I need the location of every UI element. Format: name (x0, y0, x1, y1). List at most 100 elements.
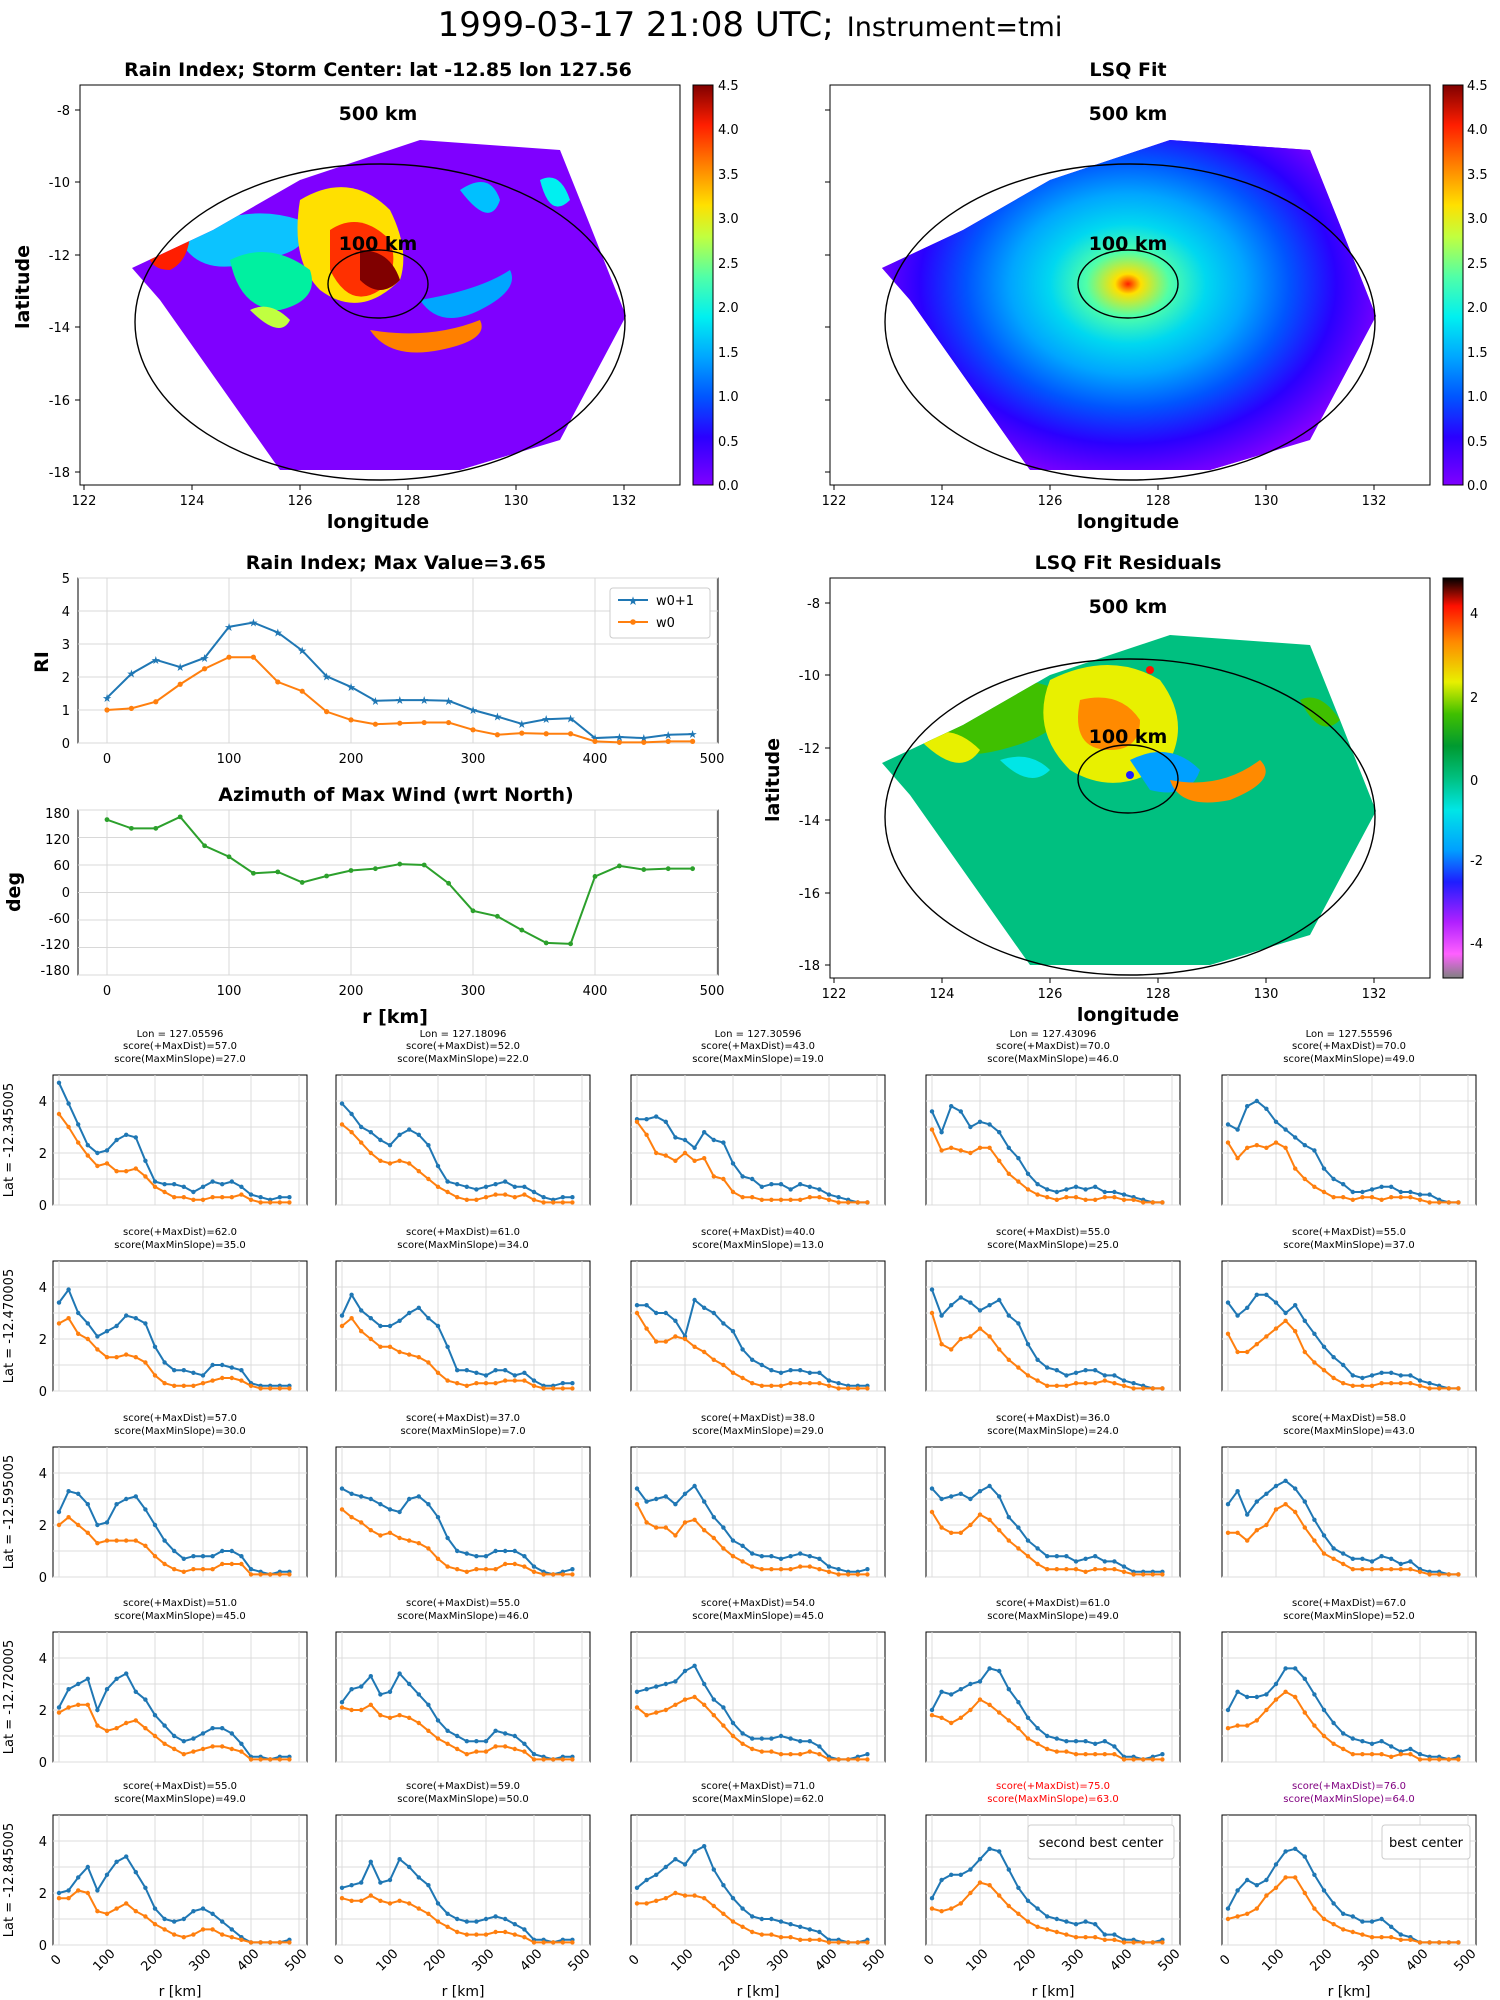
data-point (133, 1494, 138, 1499)
legend-label-w0: w0 (656, 616, 675, 631)
subplot-r4-c2: score(+MaxDist)=71.0score(MaxMinSlope)=6… (626, 1781, 888, 2000)
data-point (968, 1707, 973, 1713)
data-point (711, 1903, 716, 1909)
data-point (1417, 1940, 1423, 1945)
data-point (191, 1554, 196, 1559)
data-point (435, 1556, 441, 1562)
data-point (66, 1316, 71, 1321)
data-point (416, 1720, 421, 1726)
data-point (1331, 1556, 1336, 1562)
data-point (570, 1757, 575, 1762)
data-point (1264, 1106, 1269, 1112)
subplot-row-lat-label: Lat = -12.845005 (2, 1823, 17, 1937)
map-lsq-fit-xtick: 122 (822, 494, 847, 509)
map-rain-index-xtick: 124 (180, 494, 205, 509)
map-lsq-fit-label-500: 500 km (1089, 103, 1168, 125)
data-point (153, 699, 159, 705)
data-point (1369, 1919, 1375, 1924)
cbar-tick: 4.5 (718, 79, 739, 94)
data-point (464, 1932, 469, 1937)
data-point (1273, 1507, 1279, 1512)
data-point (977, 1857, 983, 1862)
data-point (378, 1158, 383, 1164)
data-point (1350, 1567, 1356, 1572)
data-point (663, 1494, 668, 1499)
subplot-ytick: 4 (39, 1835, 47, 1850)
subplot-score-maxdist: score(+MaxDist)=59.0 (406, 1781, 520, 1792)
data-point (1302, 1890, 1308, 1896)
data-point (977, 1145, 983, 1151)
data-point (1141, 1386, 1146, 1391)
data-point (997, 1347, 1002, 1352)
data-point (1427, 1386, 1432, 1391)
subplot-xtick: 300 (1059, 1946, 1087, 1974)
data-point (76, 1331, 81, 1337)
data-point (968, 1867, 973, 1872)
cbar-tick: 1.0 (1467, 390, 1488, 405)
data-point (359, 1124, 364, 1130)
subplot-r0-c0: Lon = 127.05596score(+MaxDist)=57.0score… (2, 1029, 308, 1214)
data-point (1408, 1381, 1413, 1386)
profile-plot-series: ★★★★★★ ★★★★★★ ★ ★ ★★★★ ★ ★★ ★ ★ ★ ★ (102, 617, 698, 746)
data-point (239, 1184, 244, 1190)
data-point (1225, 1502, 1231, 1507)
data-point (987, 1846, 992, 1852)
data-point (349, 1515, 354, 1520)
data-point (1360, 1375, 1365, 1381)
data-point (740, 1195, 745, 1200)
data-point (1102, 1739, 1108, 1744)
data-point (455, 1548, 460, 1554)
data-point (200, 1927, 206, 1932)
data-point (229, 1365, 234, 1370)
data-point (1254, 1292, 1260, 1298)
cbar-tick: 2.5 (1467, 257, 1488, 272)
data-point (85, 1336, 91, 1342)
data-point (778, 1567, 784, 1572)
subplot-score-maxminslope: score(MaxMinSlope)=50.0 (397, 1794, 528, 1805)
data-point (66, 1287, 71, 1292)
data-point (522, 1554, 527, 1559)
data-point (778, 1197, 784, 1203)
subplot-r2-c2: score(+MaxDist)=38.0score(MaxMinSlope)=2… (630, 1413, 886, 1578)
data-point-star: ★ (200, 652, 210, 665)
data-point (1456, 1757, 1461, 1762)
data-point (152, 1179, 158, 1184)
data-point (949, 1347, 954, 1352)
data-point (474, 1567, 479, 1572)
data-point (368, 1336, 373, 1342)
data-point (865, 1757, 870, 1762)
data-point (152, 1184, 158, 1190)
data-point (1235, 1489, 1240, 1494)
data-point (817, 1195, 822, 1200)
data-point-star: ★ (566, 712, 576, 725)
data-point (387, 1507, 393, 1512)
data-point (1379, 1916, 1384, 1922)
cbar-tick: 2.5 (718, 257, 739, 272)
data-point-star: ★ (322, 670, 332, 683)
data-point (977, 1512, 983, 1517)
data-point (1064, 1383, 1069, 1389)
data-point (56, 1321, 62, 1326)
data-point (541, 1940, 546, 1945)
data-point (85, 1321, 91, 1326)
map-rain-index-xtick: 126 (288, 494, 313, 509)
subplot-score-maxminslope: score(MaxMinSlope)=22.0 (397, 1054, 528, 1065)
data-point (172, 1548, 177, 1554)
data-point (474, 1197, 479, 1203)
subplot-score-maxminslope: score(MaxMinSlope)=49.0 (987, 1611, 1118, 1622)
data-point (1245, 1877, 1250, 1883)
data-point (1321, 1916, 1327, 1922)
data-point (1389, 1381, 1394, 1386)
annotation-second-best: second best center (1039, 1836, 1164, 1851)
data-point (239, 1554, 244, 1559)
data-point (426, 1176, 431, 1182)
data-point (997, 1158, 1002, 1164)
data-point (445, 1564, 450, 1569)
data-point (277, 1757, 282, 1762)
map-lsq-residuals-cbar-ticks: 4 2 0 -2 -4 (1470, 607, 1483, 952)
data-point (788, 1554, 793, 1559)
data-point (817, 1929, 822, 1935)
cbar-tick: 0 (1470, 774, 1478, 789)
data-point (339, 1313, 345, 1318)
data-point (663, 1681, 668, 1687)
